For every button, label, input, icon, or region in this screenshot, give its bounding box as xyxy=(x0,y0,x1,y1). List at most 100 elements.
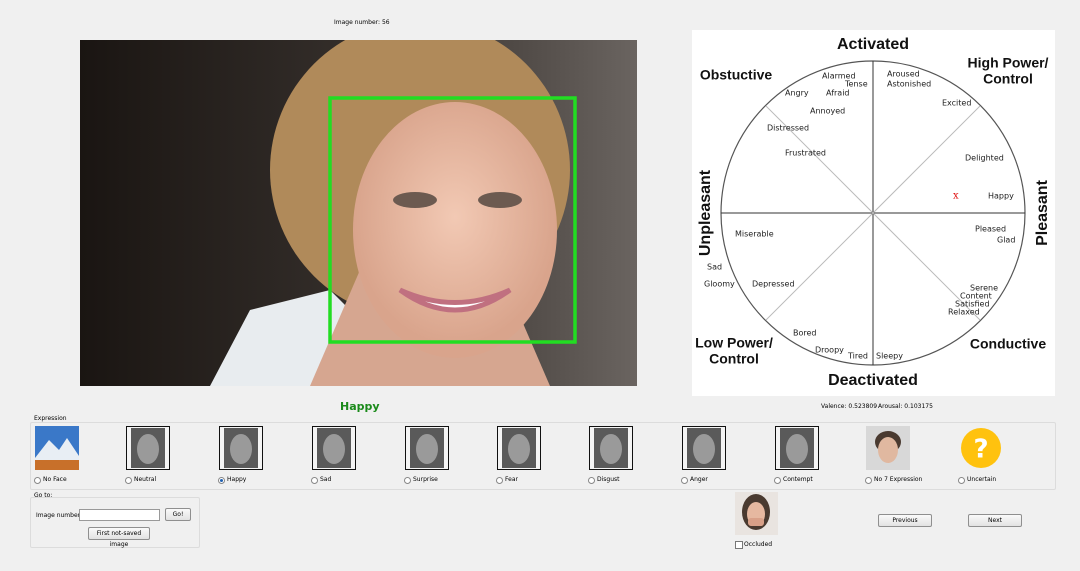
face xyxy=(416,434,438,464)
expression-thumbnail xyxy=(405,426,449,470)
expression-radio[interactable] xyxy=(496,477,503,484)
emotion-label: Astonished xyxy=(887,80,931,89)
expression-label: Sad xyxy=(320,476,332,483)
quadrant-label: Obstuctive xyxy=(700,67,773,83)
expression-radio[interactable] xyxy=(958,477,965,484)
emotion-label: Tired xyxy=(847,352,868,361)
emotion-label: Pleased xyxy=(975,225,1006,234)
face xyxy=(786,434,808,464)
emotion-label: Droopy xyxy=(815,346,844,355)
expression-label: Neutral xyxy=(134,476,157,483)
expression-thumbnail xyxy=(866,426,910,470)
expression-thumbnail xyxy=(35,426,79,470)
emotion-label: Afraid xyxy=(826,89,850,98)
face xyxy=(878,437,898,463)
expression-thumbnail xyxy=(312,426,356,470)
axis-label: Pleasant xyxy=(1034,179,1051,245)
expression-radio[interactable] xyxy=(774,477,781,484)
valence-value: Valence: 0.523809 xyxy=(821,403,878,410)
emotion-label: Happy xyxy=(988,192,1014,201)
expression-radio[interactable] xyxy=(34,477,41,484)
radio-dot xyxy=(220,479,223,482)
quadrant-label: Conductive xyxy=(970,336,1046,352)
axis-label: Unpleasant xyxy=(697,169,714,256)
axis-label: Activated xyxy=(837,36,909,53)
expression-radio[interactable] xyxy=(588,477,595,484)
quadrant-label: Control xyxy=(983,71,1033,87)
expression-radio[interactable] xyxy=(311,477,318,484)
emotion-label: Alarmed xyxy=(822,72,856,81)
quadrant-label: Control xyxy=(709,351,759,367)
face xyxy=(137,434,159,464)
expression-label: Surprise xyxy=(413,476,438,483)
face xyxy=(600,434,622,464)
face xyxy=(693,434,715,464)
goto-group xyxy=(30,497,200,548)
emotion-label: Glad xyxy=(997,236,1015,245)
expression-thumbnail xyxy=(219,426,263,470)
ground xyxy=(35,460,79,470)
emotion-label: Angry xyxy=(785,89,809,98)
quadrant-label: Low Power/ xyxy=(695,335,773,351)
expression-thumbnail xyxy=(126,426,170,470)
expression-radio[interactable] xyxy=(218,477,225,484)
uncertain-glyph: ? xyxy=(973,435,988,465)
expression-label: Contempt xyxy=(783,476,813,483)
emotion-label: Serene xyxy=(970,284,998,293)
expression-thumbnail xyxy=(497,426,541,470)
emotion-label: Annoyed xyxy=(810,107,845,116)
occluded-label: Occluded xyxy=(744,541,773,548)
emotion-label: Distressed xyxy=(767,124,809,133)
group-title: Go to: xyxy=(34,492,53,499)
expression-label: Happy xyxy=(227,476,247,483)
emotion-label: Bored xyxy=(793,329,817,338)
expression-label: No Face xyxy=(43,476,67,483)
expression-thumbnail xyxy=(682,426,726,470)
face-box xyxy=(328,96,577,344)
expression-radio[interactable] xyxy=(404,477,411,484)
valence-arousal-marker: x xyxy=(953,191,959,202)
expression-label: Uncertain xyxy=(967,476,997,483)
face xyxy=(323,434,345,464)
expression-radio[interactable] xyxy=(865,477,872,484)
expression-thumbnail xyxy=(589,426,633,470)
expression-group xyxy=(30,422,1056,490)
occluded-thumbnail xyxy=(735,492,778,535)
face xyxy=(230,434,252,464)
expression-radio[interactable] xyxy=(125,477,132,484)
expression-thumbnail xyxy=(775,426,819,470)
expression-radio[interactable] xyxy=(681,477,688,484)
expression-label: Disgust xyxy=(597,476,620,483)
first-not-saved-button[interactable]: First not-saved image xyxy=(88,527,150,548)
image-number-label: Image number: 56 xyxy=(334,19,390,26)
emotion-label: Frustrated xyxy=(785,149,826,158)
group-title: Expression xyxy=(34,415,67,422)
emotion-label: Depressed xyxy=(752,280,795,289)
quadrant-label: High Power/ xyxy=(968,55,1049,71)
emotion-label: Content xyxy=(960,292,992,301)
go-button[interactable]: Go! xyxy=(165,508,191,521)
occluded-checkbox[interactable] xyxy=(735,541,743,549)
image-number-input[interactable] xyxy=(79,509,160,521)
face-photo xyxy=(80,40,637,386)
expression-label: No 7 Expression xyxy=(874,476,923,483)
expression-label: Fear xyxy=(505,476,518,483)
emotion-label: Gloomy xyxy=(704,280,735,289)
arousal-value: Arousal: 0.103175 xyxy=(878,403,933,410)
emotion-label: Miserable xyxy=(735,230,774,239)
previous-button[interactable]: Previous xyxy=(878,514,932,527)
axis-label: Deactivated xyxy=(828,372,918,389)
emotion-label: Sad xyxy=(707,263,722,272)
uncertain-icon xyxy=(961,428,1001,468)
emotion-label: Relaxed xyxy=(948,308,980,317)
emotion-label: Delighted xyxy=(965,154,1004,163)
emotion-label: Satisfied xyxy=(955,300,990,309)
image-number-field-label: Image number: xyxy=(36,512,83,519)
predicted-expression: Happy xyxy=(340,400,380,413)
emotion-label: Sleepy xyxy=(876,352,903,361)
emotion-label: Aroused xyxy=(887,70,920,79)
next-button[interactable]: Next xyxy=(968,514,1022,527)
face xyxy=(508,434,530,464)
circumplex-panel: Activated Deactivated Unpleasant Pleasan… xyxy=(692,30,1055,396)
